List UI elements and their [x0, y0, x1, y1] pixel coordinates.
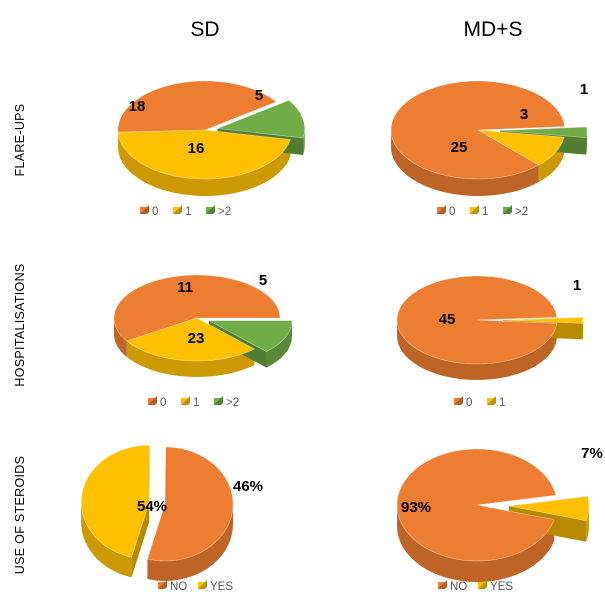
data-label: 18 [129, 98, 146, 115]
data-label: 7% [581, 445, 603, 462]
pie-chart-1: 16 18 5 0 1 >2 [117, 80, 305, 218]
legend-swatch-side [437, 205, 446, 214]
legend-swatch-side [454, 396, 463, 405]
legend-swatch-side [206, 205, 215, 214]
pie-tops [117, 80, 305, 180]
slice-side-NO [397, 505, 555, 583]
pie-slice-1 [126, 317, 256, 362]
legend-swatch-side [148, 396, 157, 405]
data-label: 25 [451, 139, 468, 156]
data-label: 1 [573, 277, 581, 294]
slice-side-NO [147, 504, 233, 582]
legend-entry: YES [490, 581, 513, 593]
data-label: 1 [580, 81, 588, 98]
pie-tops [396, 448, 590, 562]
legend-swatch-side [487, 396, 496, 405]
legend-entry: NO [170, 581, 187, 593]
legend-entry: 0 [160, 397, 166, 409]
row-label-use-of-steroids: USE OF STEROIDS [13, 456, 27, 574]
legend-entry: 1 [193, 397, 199, 409]
legend-entry: 0 [466, 397, 472, 409]
legend-swatch-side [173, 205, 182, 214]
legend-entry: 1 [499, 397, 505, 409]
slice-wall-YES [131, 502, 150, 578]
pie-chart-3: 23 11 5 0 1 >2 [113, 272, 293, 409]
legend-swatch-side [181, 396, 190, 405]
slice-side-1 [126, 340, 255, 378]
pie-slice-1 [477, 129, 565, 166]
pie-chart-2: 25 3 1 0 1 >2 [390, 80, 588, 218]
data-label: 5 [255, 87, 263, 104]
pie-tops [113, 274, 293, 362]
pie-chart-5: 54% 46% NO YES [80, 444, 263, 593]
legend-entry: >2 [515, 206, 528, 218]
pie-tops [80, 444, 234, 562]
slice-side-YES [81, 502, 132, 578]
slice-side-YES [586, 506, 589, 542]
pie-slice-0 [390, 80, 566, 180]
legend-swatch-side [478, 580, 487, 589]
legend-entry: 0 [449, 206, 455, 218]
row-label-flare-ups: FLARE-UPS [13, 104, 27, 177]
pie-tops [390, 80, 588, 180]
slice-side->2 [266, 320, 292, 368]
data-label: 23 [188, 330, 205, 347]
slice-side-0 [397, 320, 557, 381]
legend-swatch-side [158, 580, 167, 589]
data-label: 93% [401, 499, 431, 516]
legend-entry: >2 [226, 397, 239, 409]
pie-slice-1 [502, 317, 584, 324]
pie-tops [396, 275, 584, 365]
data-label: 46% [233, 478, 263, 495]
pie-slice-0 [117, 80, 277, 133]
pie-slice-NO [147, 446, 234, 562]
slice-side-1 [118, 132, 291, 196]
legend-entry: >2 [218, 206, 231, 218]
legend-entry: 0 [152, 206, 158, 218]
data-label: 45 [439, 311, 456, 328]
legend-swatch-side [140, 205, 149, 214]
pie-slice-0 [113, 274, 281, 342]
legend-swatch-side [198, 580, 207, 589]
data-label: 5 [259, 272, 267, 289]
slice-side-0 [114, 318, 127, 357]
pie-slice-YES [508, 495, 590, 522]
legend-swatch-side [470, 205, 479, 214]
legend-swatch-side [214, 396, 223, 405]
pie-slice-1 [117, 129, 291, 180]
legend-swatch-side [438, 580, 447, 589]
column-title-mds: MD+S [464, 18, 523, 41]
legend: 0 1 >2 [140, 205, 231, 218]
slice-side->2 [303, 128, 305, 155]
row-label-hospitalisations: HOSPITALISATIONS [13, 263, 27, 386]
pie-slice-0 [396, 275, 558, 365]
pie-slice->2 [499, 126, 588, 138]
data-label: 3 [520, 106, 528, 123]
data-label: 54% [137, 498, 167, 515]
legend: 0 1 >2 [437, 205, 528, 218]
slice-side-1 [538, 137, 565, 183]
legend: NO YES [438, 580, 513, 593]
data-label: 11 [177, 279, 193, 296]
column-title-sd: SD [190, 18, 219, 41]
legend: NO YES [158, 580, 233, 593]
pie-slice-NO [396, 448, 557, 562]
data-label: 16 [188, 140, 205, 157]
legend-swatch-side [503, 205, 512, 214]
pie-slice->2 [208, 320, 293, 352]
legend-entry: YES [210, 581, 233, 593]
pie-chart-6: 93% 7% NO YES [396, 445, 603, 593]
slice-side->2 [586, 130, 587, 155]
legend-entry: 1 [482, 206, 488, 218]
pie-slice-YES [80, 444, 151, 558]
legend-entry: NO [450, 581, 467, 593]
pie-slice->2 [217, 100, 305, 139]
slice-side-0 [391, 130, 539, 197]
legend-entry: 1 [185, 206, 191, 218]
legend: 0 1 >2 [148, 396, 239, 409]
